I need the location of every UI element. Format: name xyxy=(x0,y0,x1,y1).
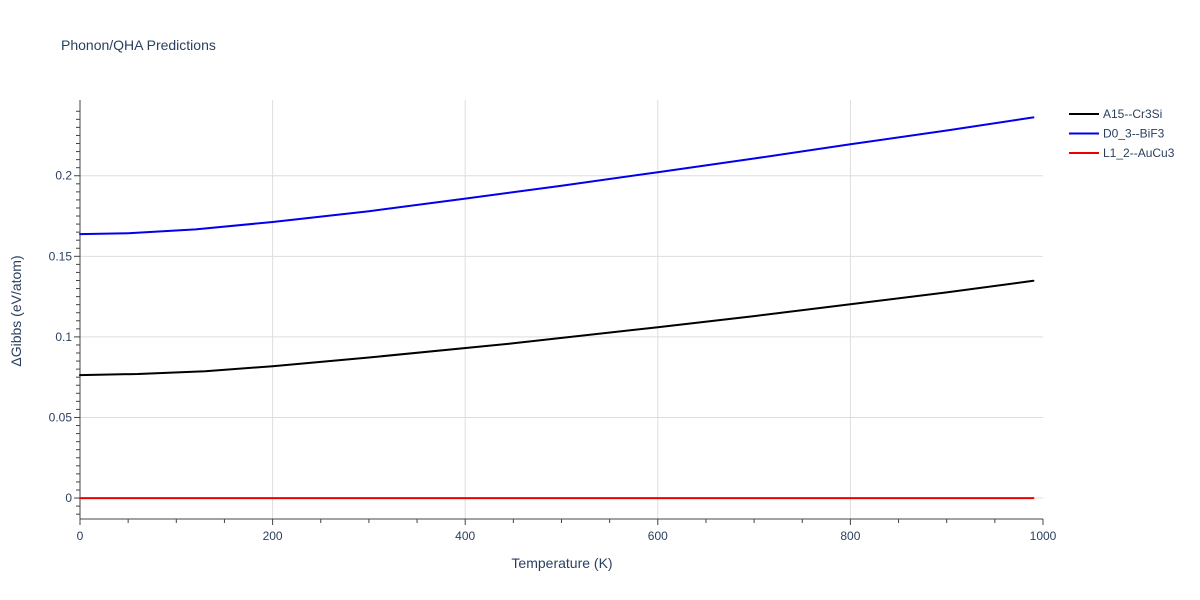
y-tick-label: 0.1 xyxy=(55,330,72,344)
axes-layer xyxy=(74,100,1044,525)
series-line-d0-3-bif3 xyxy=(79,116,1035,236)
y-tick-label: 0.15 xyxy=(49,249,73,263)
series-line-a15-cr3si xyxy=(79,279,1035,377)
legend-label: L1_2--AuCu3 xyxy=(1103,146,1175,160)
y-tick-label: 0.05 xyxy=(49,410,73,424)
y-tick-label: 0.2 xyxy=(55,169,72,183)
legend-label: D0_3--BiF3 xyxy=(1103,127,1165,141)
tick-label-layer: 0 200 400 600 800 1000 0 0.05 0.1 0.15 0.2 xyxy=(49,169,1057,543)
series-layer xyxy=(79,116,1035,500)
x-tick-label: 800 xyxy=(840,529,860,543)
x-tick-label: 400 xyxy=(455,529,475,543)
x-tick-label: 1000 xyxy=(1030,529,1057,543)
x-tick-label: 0 xyxy=(77,529,84,543)
legend[interactable]: A15--Cr3Si D0_3--BiF3 L1_2--AuCu3 xyxy=(1069,107,1175,160)
x-axis-title: Temperature (K) xyxy=(511,555,612,571)
x-tick-label: 200 xyxy=(263,529,283,543)
legend-item[interactable]: D0_3--BiF3 xyxy=(1069,127,1165,141)
y-axis-title: ΔGibbs (eV/atom) xyxy=(8,255,24,366)
legend-item[interactable]: A15--Cr3Si xyxy=(1069,107,1162,121)
legend-label: A15--Cr3Si xyxy=(1103,107,1162,121)
y-tick-label: 0 xyxy=(65,491,72,505)
legend-item[interactable]: L1_2--AuCu3 xyxy=(1069,146,1175,160)
chart-title: Phonon/QHA Predictions xyxy=(61,37,216,53)
grid-layer xyxy=(80,100,1043,519)
x-tick-label: 600 xyxy=(648,529,668,543)
